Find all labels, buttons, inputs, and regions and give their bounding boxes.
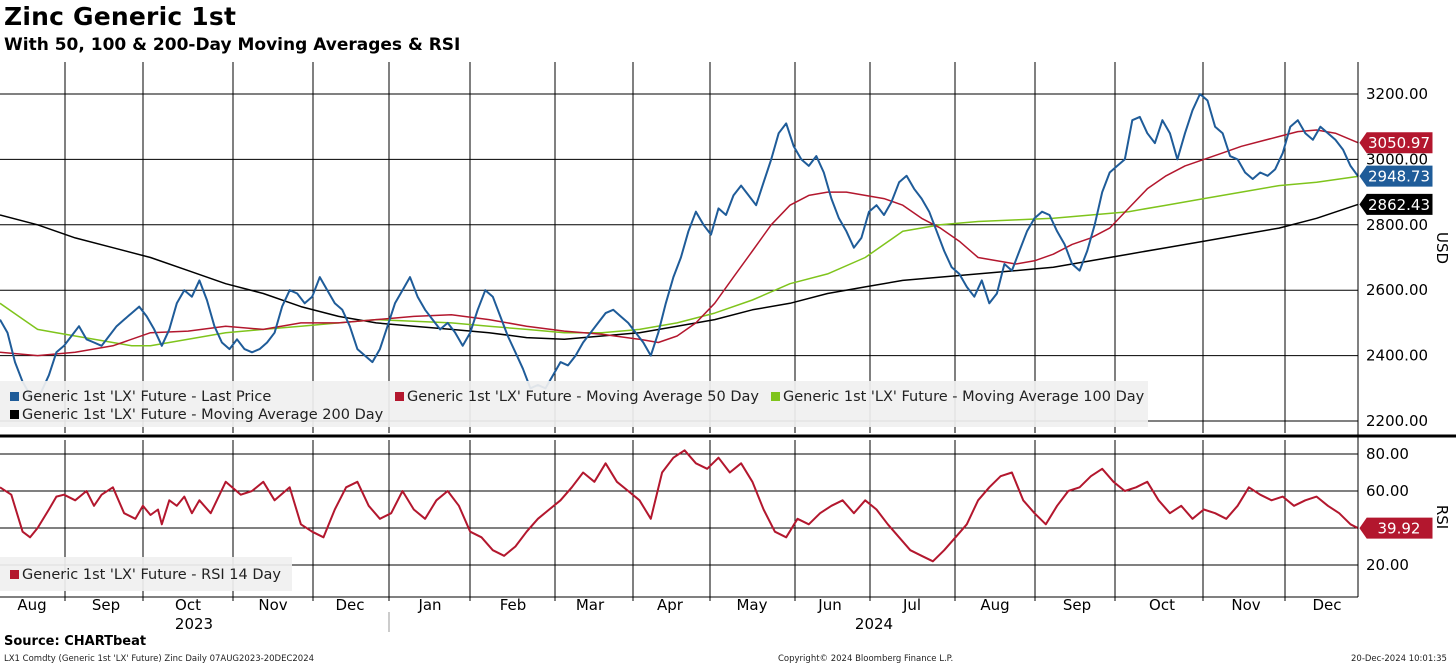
- legend-label: Generic 1st 'LX' Future - Moving Average…: [22, 407, 384, 423]
- rsi-legend: Generic 1st 'LX' Future - RSI 14 Day: [0, 557, 292, 591]
- y-tick-label: 2600.00: [1366, 281, 1428, 299]
- y-tick-label: 20.00: [1366, 556, 1409, 574]
- legend-label: Generic 1st 'LX' Future - RSI 14 Day: [22, 567, 281, 583]
- flag-shape: [1359, 193, 1433, 215]
- chart-title: Zinc Generic 1st: [4, 2, 237, 31]
- grid-lines: [0, 62, 1358, 597]
- y-tick-label: 2400.00: [1366, 347, 1428, 365]
- x-tick-label: Aug: [980, 596, 1009, 614]
- series-lines: [0, 93, 1359, 563]
- copyright: Copyright© 2024 Bloomberg Finance L.P.: [778, 654, 954, 664]
- value-flag-rsi: 39.92: [1359, 517, 1433, 539]
- series-line-ma50: [0, 129, 1359, 357]
- flag-label: 3050.97: [1368, 134, 1430, 152]
- flag-label: 2862.43: [1368, 196, 1430, 214]
- y-axis-title: USD: [1433, 232, 1451, 264]
- x-tick-label: Sep: [92, 596, 120, 614]
- legend-label: Generic 1st 'LX' Future - Moving Average…: [407, 389, 759, 405]
- series-line-rsi: [0, 449, 1359, 563]
- flag-label: 2948.73: [1368, 168, 1430, 186]
- chart-subtitle: With 50, 100 & 200-Day Moving Averages &…: [4, 35, 461, 55]
- legend-swatch: [395, 392, 404, 401]
- tick-labels: 2200.00 2400.00 2600.00 2800.00 3000.00 3200.…: [17, 85, 1451, 633]
- axes: [0, 62, 1456, 632]
- flag-shape: [1359, 132, 1433, 154]
- x-tick-label: May: [736, 596, 767, 614]
- x-tick-label: Sep: [1063, 596, 1091, 614]
- x-tick-label: Oct: [1149, 596, 1175, 614]
- legend-swatch: [10, 392, 19, 401]
- timestamp: 20-Dec-2024 10:01:35: [1351, 654, 1447, 664]
- value-flag-ma50: 3050.97: [1359, 132, 1433, 154]
- series-line-ma100: [0, 175, 1359, 347]
- value-flags: 3050.97 2948.73 2862.43 39.92: [1359, 132, 1433, 539]
- legend-item-last-price: Generic 1st 'LX' Future - Last Price: [10, 389, 271, 405]
- legend-item-ma200: Generic 1st 'LX' Future - Moving Average…: [10, 407, 383, 423]
- y-tick-label: 3200.00: [1366, 85, 1428, 103]
- price-legend: Generic 1st 'LX' Future - Last Price Gen…: [0, 381, 1148, 427]
- flag-shape: [1359, 517, 1433, 539]
- series-line-ma200: [0, 203, 1359, 341]
- x-tick-label: Jun: [817, 596, 841, 614]
- x-tick-label: Jan: [417, 596, 441, 614]
- x-tick-label: Feb: [500, 596, 527, 614]
- legend-label: Generic 1st 'LX' Future - Moving Average…: [783, 389, 1145, 405]
- source-text: Source: CHARTbeat: [4, 634, 147, 649]
- series-line-last: [0, 93, 1359, 400]
- flag-label: 39.92: [1378, 520, 1421, 538]
- x-tick-label: Dec: [335, 596, 364, 614]
- y-tick-label: 60.00: [1366, 482, 1409, 500]
- legend-swatch: [771, 392, 780, 401]
- legend-swatch: [10, 570, 19, 579]
- x-tick-label: Nov: [1231, 596, 1260, 614]
- year-label: 2023: [175, 615, 213, 633]
- y-tick-label: 3000.00: [1366, 150, 1428, 168]
- x-tick-label: Mar: [576, 596, 605, 614]
- x-tick-label: Aug: [17, 596, 46, 614]
- y-axis-title: RSI: [1433, 505, 1451, 529]
- y-tick-label: 80.00: [1366, 445, 1409, 463]
- value-flag-last-price: 2948.73: [1359, 165, 1433, 187]
- x-tick-label: Nov: [258, 596, 287, 614]
- y-tick-label: 2200.00: [1366, 412, 1428, 430]
- year-label: 2024: [855, 615, 893, 633]
- x-tick-label: Dec: [1312, 596, 1341, 614]
- legend-label: Generic 1st 'LX' Future - Last Price: [22, 389, 272, 405]
- x-tick-label: Jul: [902, 596, 921, 614]
- legend-item-ma100: Generic 1st 'LX' Future - Moving Average…: [771, 389, 1144, 405]
- ticker-info: LX1 Comdty (Generic 1st 'LX' Future) Zin…: [4, 654, 315, 664]
- legend-item-ma50: Generic 1st 'LX' Future - Moving Average…: [395, 389, 759, 405]
- x-tick-label: Apr: [657, 596, 684, 614]
- flag-shape: [1359, 165, 1433, 187]
- legend-swatch: [10, 410, 19, 419]
- x-tick-label: Oct: [175, 596, 201, 614]
- legend-item-rsi: Generic 1st 'LX' Future - RSI 14 Day: [10, 567, 281, 583]
- value-flag-ma200: 2862.43: [1359, 193, 1433, 215]
- y-tick-label: 2800.00: [1366, 216, 1428, 234]
